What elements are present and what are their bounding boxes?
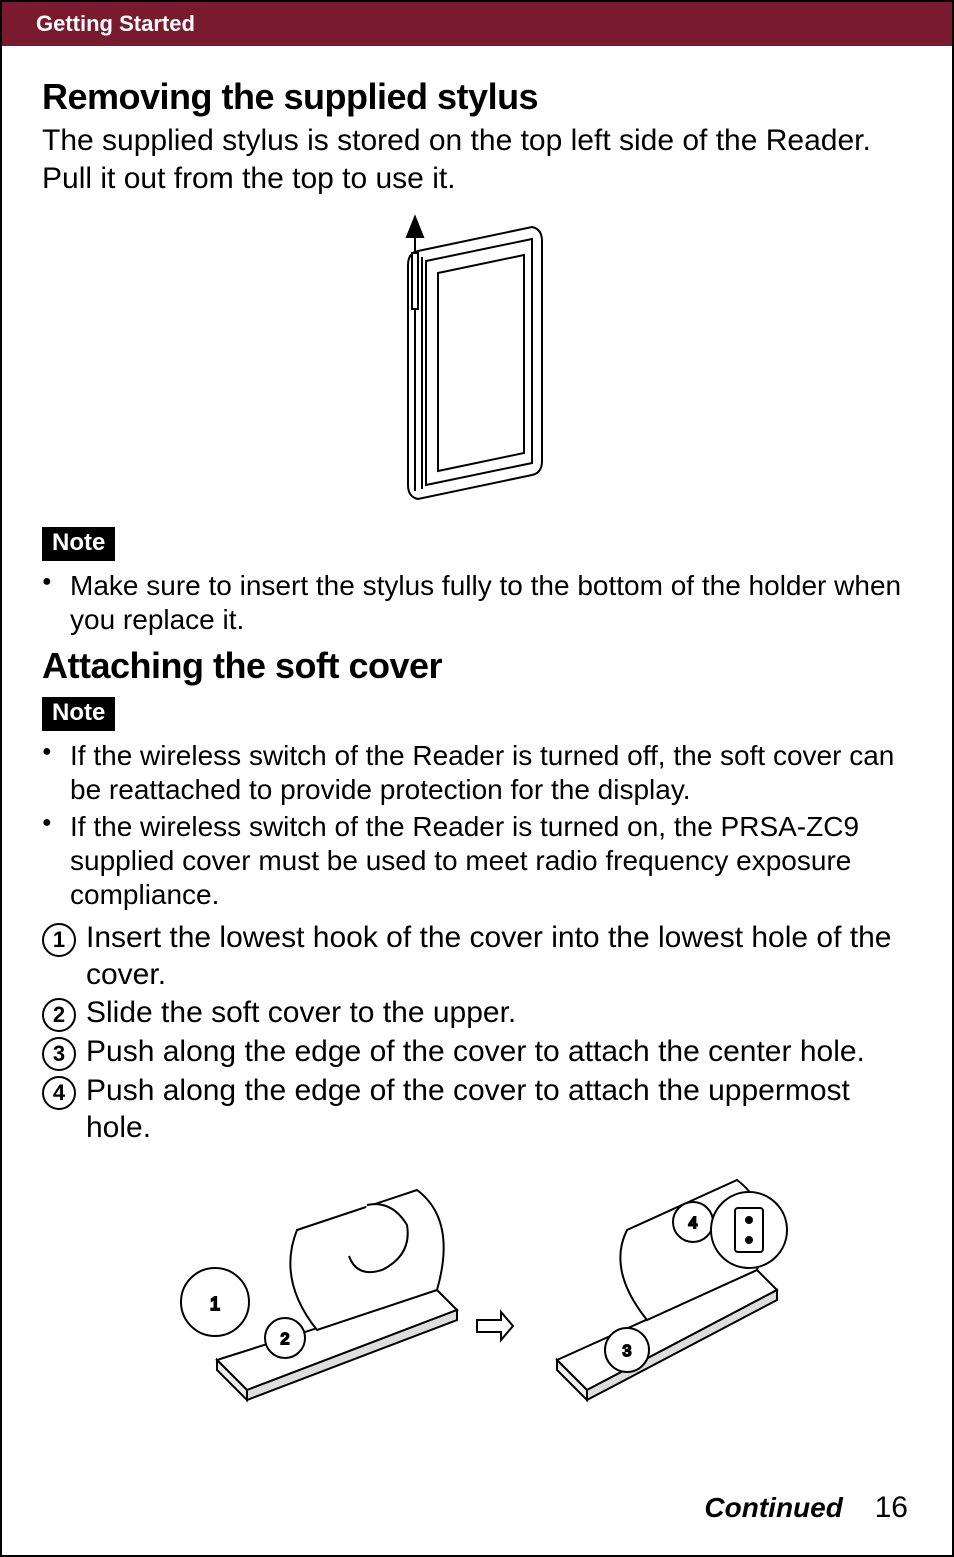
section-label: Getting Started	[36, 11, 195, 37]
step-text: Slide the soft cover to the upper.	[86, 995, 912, 1032]
step-number-icon: 2	[42, 998, 76, 1032]
svg-text:2: 2	[281, 1331, 290, 1348]
step-item: 2 Slide the soft cover to the upper.	[42, 995, 912, 1032]
step-item: 4 Push along the edge of the cover to at…	[42, 1073, 912, 1146]
step-text: Push along the edge of the cover to atta…	[86, 1034, 912, 1071]
note-bullets-2: If the wireless switch of the Reader is …	[42, 739, 912, 912]
content-area: Removing the supplied stylus The supplie…	[2, 46, 952, 1420]
svg-text:3: 3	[623, 1343, 632, 1360]
step-item: 1 Insert the lowest hook of the cover in…	[42, 920, 912, 993]
softcover-diagram-icon: 1 2 3 4	[157, 1160, 797, 1420]
note-bullet: If the wireless switch of the Reader is …	[42, 810, 912, 912]
page-footer: Continued 16	[704, 1491, 908, 1525]
step-number-icon: 3	[42, 1037, 76, 1071]
note-label-1: Note	[42, 527, 115, 561]
step-item: 3 Push along the edge of the cover to at…	[42, 1034, 912, 1071]
steps-list: 1 Insert the lowest hook of the cover in…	[42, 920, 912, 1146]
figure-stylus	[42, 211, 912, 511]
page-number: 16	[875, 1491, 908, 1524]
intro-text: The supplied stylus is stored on the top…	[42, 122, 912, 197]
heading-removing-stylus: Removing the supplied stylus	[42, 76, 912, 118]
svg-text:4: 4	[689, 1215, 698, 1232]
note-bullet: Make sure to insert the stylus fully to …	[42, 569, 912, 637]
step-number-icon: 1	[42, 923, 76, 957]
step-text: Push along the edge of the cover to atta…	[86, 1073, 912, 1146]
continued-label: Continued	[704, 1492, 842, 1523]
figure-softcover: 1 2 3 4	[42, 1160, 912, 1420]
step-text: Insert the lowest hook of the cover into…	[86, 920, 912, 993]
step-number-icon: 4	[42, 1076, 76, 1110]
note-bullets-1: Make sure to insert the stylus fully to …	[42, 569, 912, 637]
header-bar: Getting Started	[2, 2, 952, 46]
note-bullet: If the wireless switch of the Reader is …	[42, 739, 912, 807]
heading-attaching-cover: Attaching the soft cover	[42, 645, 912, 687]
stylus-diagram-icon	[382, 211, 572, 511]
svg-text:1: 1	[210, 1294, 220, 1314]
note-label-2: Note	[42, 697, 115, 731]
page-container: Getting Started Removing the supplied st…	[0, 0, 954, 1557]
